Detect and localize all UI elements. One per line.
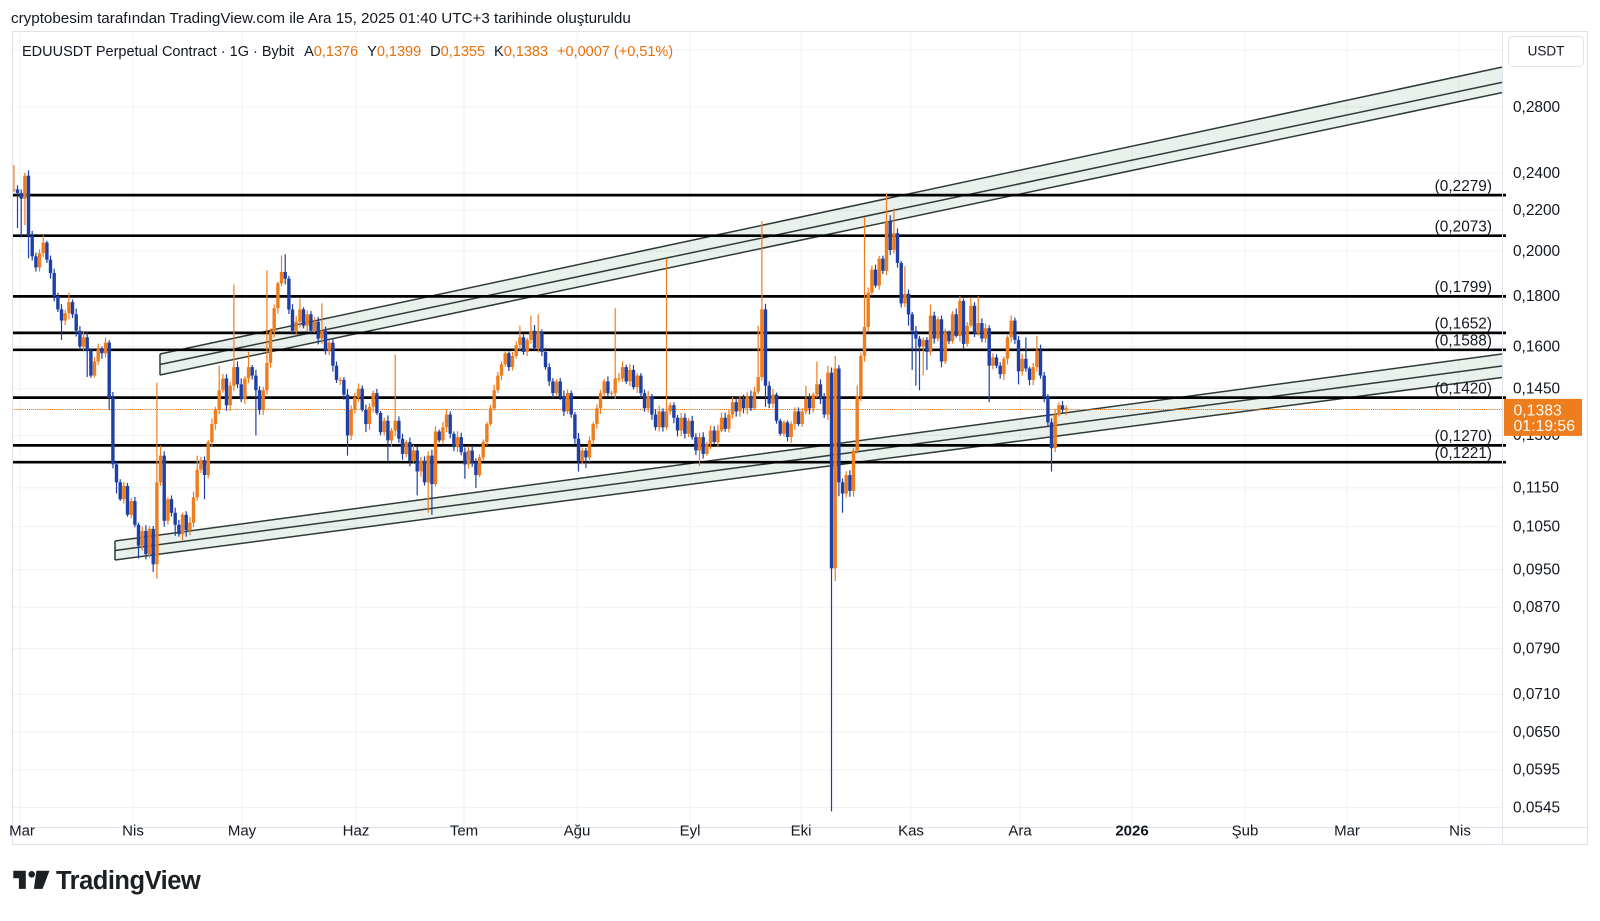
- svg-text:(0,1652): (0,1652): [1435, 316, 1492, 333]
- svg-text:USDT: USDT: [1528, 44, 1565, 59]
- svg-text:Nis: Nis: [1449, 823, 1471, 840]
- svg-text:0.0545: 0.0545: [1513, 799, 1560, 816]
- svg-text:Ağu: Ağu: [564, 823, 591, 840]
- svg-text:0,0710: 0,0710: [1513, 686, 1560, 703]
- svg-text:(0,2279): (0,2279): [1435, 178, 1492, 195]
- svg-text:0,0870: 0,0870: [1513, 599, 1560, 616]
- svg-text:0,1383: 0,1383: [1514, 402, 1563, 419]
- svg-text:Kas: Kas: [898, 823, 924, 840]
- svg-text:0,0650: 0,0650: [1513, 724, 1560, 741]
- svg-text:0,2200: 0,2200: [1513, 202, 1560, 219]
- svg-text:0,2800: 0,2800: [1513, 99, 1560, 116]
- svg-text:(0,1588): (0,1588): [1435, 333, 1492, 350]
- svg-text:Mar: Mar: [1334, 823, 1360, 840]
- svg-text:cryptobesim tarafından Trading: cryptobesim tarafından TradingView.com i…: [11, 10, 631, 27]
- svg-text:Şub: Şub: [1232, 823, 1259, 840]
- svg-text:(0,1420): (0,1420): [1435, 380, 1492, 397]
- svg-text:EDUUSDT Perpetual Contract · 1: EDUUSDT Perpetual Contract · 1G · Bybit A…: [22, 44, 673, 60]
- svg-text:TradingView: TradingView: [56, 867, 201, 895]
- svg-text:01:19:56: 01:19:56: [1514, 418, 1576, 435]
- svg-text:0,0790: 0,0790: [1513, 640, 1560, 657]
- svg-text:0,1600: 0,1600: [1513, 338, 1560, 355]
- svg-text:2026: 2026: [1115, 823, 1148, 840]
- svg-text:Haz: Haz: [343, 823, 370, 840]
- svg-text:0,1800: 0,1800: [1513, 288, 1560, 305]
- svg-text:Ara: Ara: [1008, 823, 1032, 840]
- svg-text:Tem: Tem: [450, 823, 478, 840]
- svg-text:0,0595: 0,0595: [1513, 762, 1560, 779]
- svg-text:Nis: Nis: [122, 823, 144, 840]
- svg-text:0,2000: 0,2000: [1513, 243, 1560, 260]
- svg-text:(0,2073): (0,2073): [1435, 218, 1492, 235]
- svg-text:Eki: Eki: [791, 823, 812, 840]
- svg-text:0,1050: 0,1050: [1513, 519, 1560, 536]
- svg-text:0,0950: 0,0950: [1513, 562, 1560, 579]
- svg-text:0,1150: 0,1150: [1513, 480, 1559, 497]
- svg-text:Eyl: Eyl: [680, 823, 701, 840]
- svg-text:0,1450: 0,1450: [1513, 381, 1560, 398]
- svg-text:0,2400: 0,2400: [1513, 165, 1560, 182]
- svg-text:May: May: [228, 823, 257, 840]
- svg-text:Mar: Mar: [9, 823, 35, 840]
- svg-text:(0,1270): (0,1270): [1435, 428, 1492, 445]
- svg-text:(0,1221): (0,1221): [1435, 445, 1492, 462]
- svg-text:(0,1799): (0,1799): [1435, 279, 1492, 296]
